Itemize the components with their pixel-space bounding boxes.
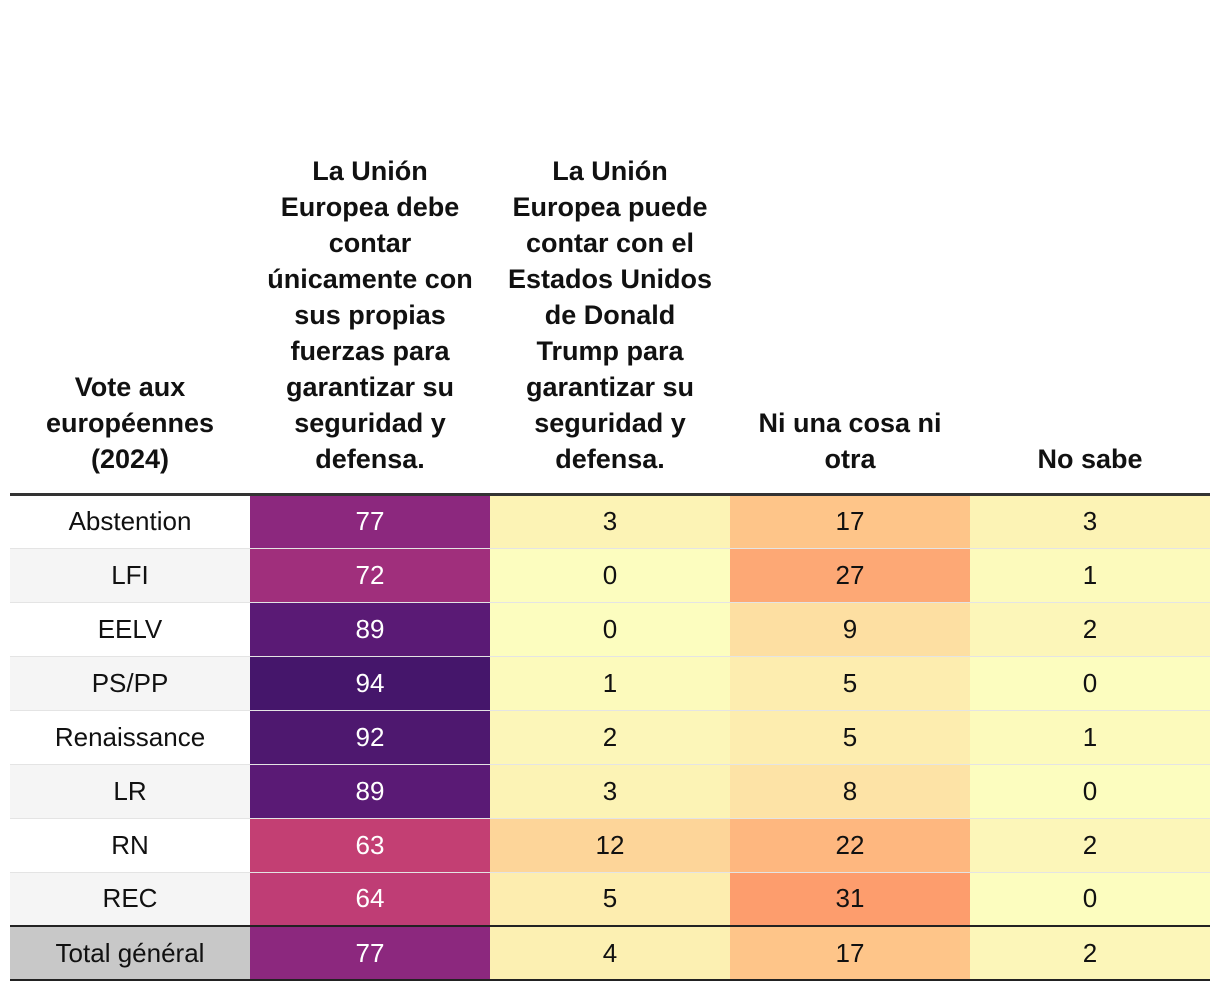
heatmap-cell: 0	[970, 872, 1210, 927]
column-header-dont-know: No sabe	[970, 0, 1210, 496]
heatmap-cell: 27	[730, 548, 970, 603]
row-label: LFI	[10, 548, 250, 603]
heatmap-cell: 5	[730, 710, 970, 765]
table-row: REC 64 5 31 0	[10, 872, 1210, 927]
table-container: Vote aux européennes (2024) La Unión Eur…	[10, 0, 1210, 981]
total-row: Total général 77 4 17 2	[10, 925, 1210, 981]
heatmap-cell: 2	[490, 710, 730, 765]
column-header-label: Ni una cosa ni otra	[758, 407, 942, 474]
heatmap-cell: 63	[250, 818, 490, 873]
heatmap-cell: 94	[250, 656, 490, 711]
column-header-trump-us: La Unión Europea puede contar con el Est…	[490, 0, 730, 496]
heatmap-cell: 77	[250, 925, 490, 981]
column-header-neither: Ni una cosa ni otra	[730, 0, 970, 496]
heatmap-cell: 72	[250, 548, 490, 603]
table-row: LR 89 3 8 0	[10, 764, 1210, 819]
table-row: Renaissance 92 2 5 1	[10, 710, 1210, 765]
table-row: Abstention 77 3 17 3	[10, 494, 1210, 549]
heatmap-cell: 0	[970, 656, 1210, 711]
heatmap-cell: 0	[970, 764, 1210, 819]
row-label: Renaissance	[10, 710, 250, 765]
heatmap-cell: 5	[490, 872, 730, 927]
heatmap-cell: 31	[730, 872, 970, 927]
table-row: EELV 89 0 9 2	[10, 602, 1210, 657]
heatmap-cell: 77	[250, 494, 490, 549]
row-label: REC	[10, 872, 250, 927]
heatmap-cell: 3	[490, 494, 730, 549]
heatmap-cell: 17	[730, 925, 970, 981]
row-label: RN	[10, 818, 250, 873]
header-row: Vote aux européennes (2024) La Unión Eur…	[10, 0, 1210, 496]
heatmap-cell: 3	[970, 494, 1210, 549]
heatmap-cell: 5	[730, 656, 970, 711]
heatmap-table: Vote aux européennes (2024) La Unión Eur…	[10, 0, 1210, 981]
heatmap-cell: 2	[970, 925, 1210, 981]
column-header-label: No sabe	[1037, 443, 1143, 474]
table-row: PS/PP 94 1 5 0	[10, 656, 1210, 711]
heatmap-cell: 92	[250, 710, 490, 765]
heatmap-cell: 2	[970, 818, 1210, 873]
row-label: LR	[10, 764, 250, 819]
column-header-label: La Unión Europea debe contar únicamente …	[267, 155, 473, 474]
heatmap-cell: 64	[250, 872, 490, 927]
table-row: RN 63 12 22 2	[10, 818, 1210, 873]
heatmap-cell: 12	[490, 818, 730, 873]
heatmap-cell: 89	[250, 602, 490, 657]
row-header-cell: Vote aux européennes (2024)	[10, 0, 250, 496]
row-label: Total général	[10, 925, 250, 981]
heatmap-cell: 17	[730, 494, 970, 549]
heatmap-cell: 4	[490, 925, 730, 981]
heatmap-cell: 0	[490, 602, 730, 657]
heatmap-cell: 0	[490, 548, 730, 603]
row-label: EELV	[10, 602, 250, 657]
heatmap-cell: 1	[490, 656, 730, 711]
table-row: LFI 72 0 27 1	[10, 548, 1210, 603]
heatmap-cell: 1	[970, 710, 1210, 765]
heatmap-cell: 2	[970, 602, 1210, 657]
column-header-label: La Unión Europea puede contar con el Est…	[507, 155, 713, 474]
heatmap-cell: 3	[490, 764, 730, 819]
row-label: PS/PP	[10, 656, 250, 711]
column-header-own-forces: La Unión Europea debe contar únicamente …	[250, 0, 490, 496]
row-label: Abstention	[10, 494, 250, 549]
heatmap-cell: 1	[970, 548, 1210, 603]
heatmap-cell: 9	[730, 602, 970, 657]
table-body: Abstention 77 3 17 3 LFI 72 0 27 1 EELV 89 0 9 2 PS/PP 9…	[10, 494, 1210, 981]
heatmap-cell: 8	[730, 764, 970, 819]
heatmap-cell: 89	[250, 764, 490, 819]
heatmap-cell: 22	[730, 818, 970, 873]
row-header-label: Vote aux européennes (2024)	[45, 371, 215, 474]
